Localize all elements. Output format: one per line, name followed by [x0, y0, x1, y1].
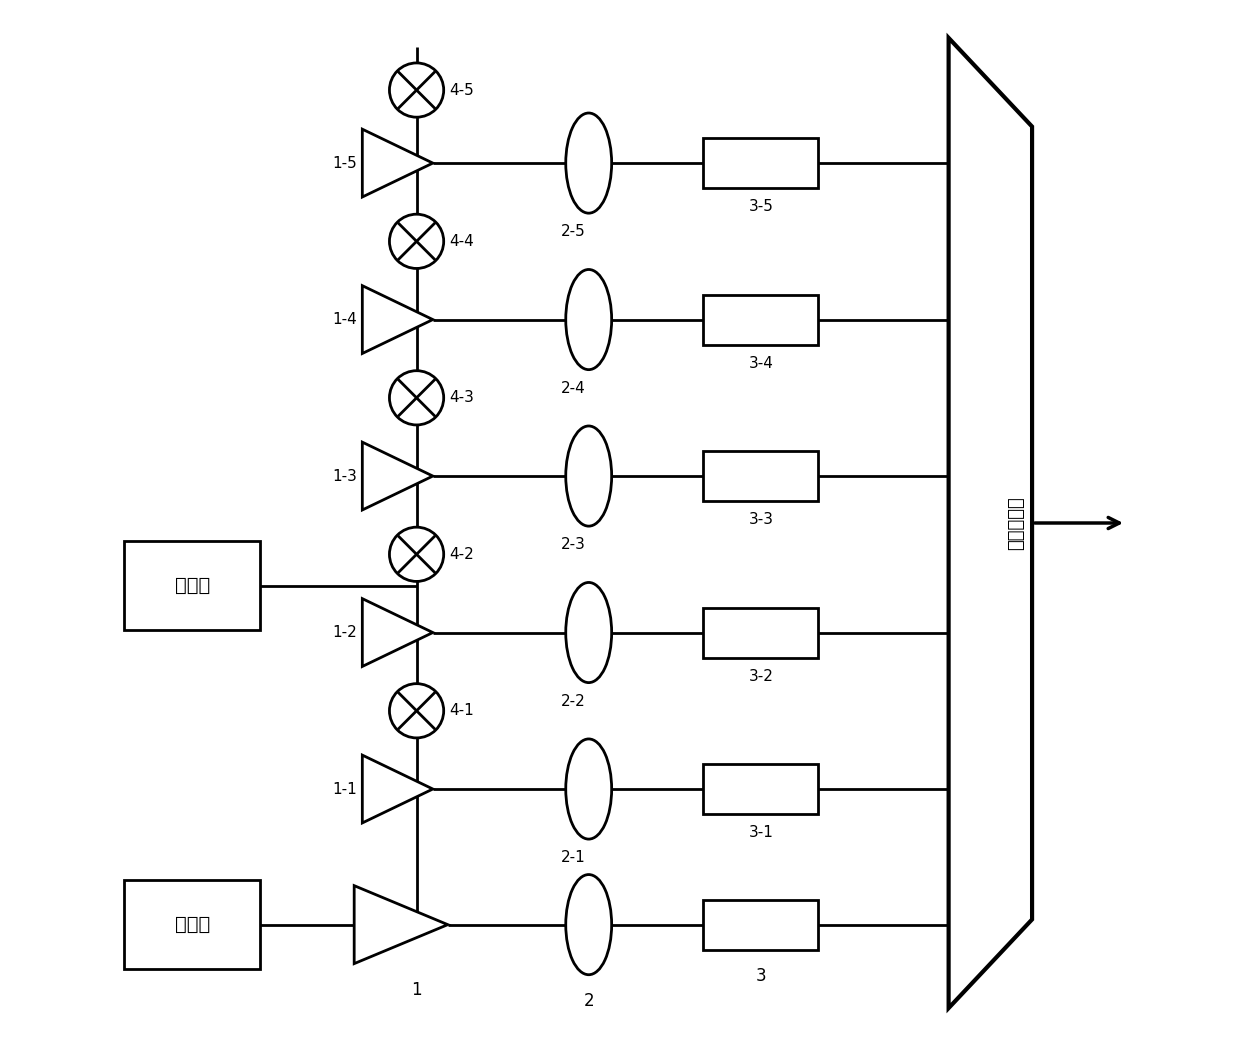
Polygon shape [362, 286, 433, 354]
Ellipse shape [565, 738, 611, 839]
Text: 4-2: 4-2 [449, 547, 474, 562]
Text: 1-2: 1-2 [332, 626, 357, 640]
Ellipse shape [565, 874, 611, 975]
Text: 4-4: 4-4 [449, 234, 474, 249]
Ellipse shape [565, 426, 611, 526]
Ellipse shape [565, 583, 611, 683]
Polygon shape [362, 598, 433, 666]
Text: 激光器: 激光器 [175, 915, 210, 934]
Text: 3-1: 3-1 [749, 825, 774, 840]
Text: 3: 3 [755, 967, 766, 984]
Bar [703, 608, 818, 658]
Text: 光束合成器: 光束合成器 [1007, 496, 1025, 550]
Text: 1-3: 1-3 [332, 469, 357, 483]
Text: 2-5: 2-5 [560, 225, 585, 240]
Text: 3-2: 3-2 [749, 668, 774, 684]
Ellipse shape [565, 270, 611, 369]
Text: 1: 1 [412, 981, 422, 999]
Polygon shape [949, 38, 1032, 1008]
Polygon shape [362, 130, 433, 197]
Bar [703, 764, 818, 814]
Polygon shape [355, 886, 448, 963]
Text: 2-3: 2-3 [560, 538, 585, 552]
Ellipse shape [565, 113, 611, 213]
Bar [124, 541, 260, 630]
Bar [703, 451, 818, 501]
Text: 4-3: 4-3 [449, 390, 474, 405]
Text: 3-4: 3-4 [749, 356, 774, 371]
Text: 1-1: 1-1 [332, 781, 357, 796]
Text: 3-5: 3-5 [749, 200, 774, 214]
Polygon shape [362, 442, 433, 510]
Polygon shape [362, 755, 433, 823]
Text: 4-5: 4-5 [449, 83, 474, 97]
Circle shape [389, 63, 444, 117]
Bar [124, 881, 260, 969]
Text: 控制器: 控制器 [175, 576, 210, 595]
Text: 1-5: 1-5 [332, 156, 357, 170]
Text: 2-2: 2-2 [560, 693, 585, 709]
Text: 1-4: 1-4 [332, 312, 357, 327]
Text: 2-4: 2-4 [560, 381, 585, 396]
Text: 4-1: 4-1 [449, 703, 474, 719]
Bar [703, 138, 818, 188]
Circle shape [389, 684, 444, 737]
Text: 3-3: 3-3 [748, 513, 774, 527]
Circle shape [389, 527, 444, 582]
Circle shape [389, 214, 444, 269]
Text: 2-1: 2-1 [560, 850, 585, 865]
Bar [703, 900, 818, 950]
Text: 2: 2 [583, 992, 594, 1009]
Bar [703, 295, 818, 344]
Circle shape [389, 370, 444, 425]
